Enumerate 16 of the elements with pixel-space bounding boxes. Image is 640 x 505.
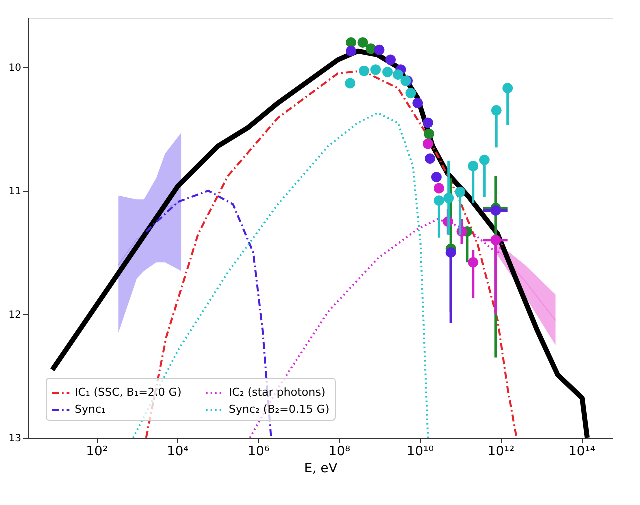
x-tick-label: 10¹⁴ [568,444,596,460]
y-tick-label: 12 [8,310,22,321]
y-tick-label: 10 [8,62,22,74]
x-tick-label: 10² [86,444,108,460]
x-tick-label: 10¹² [488,444,515,460]
y-tick-label: 11 [8,186,22,198]
legend-label: Sync₁ [75,403,106,416]
x-tick-label: 10¹⁰ [406,444,434,460]
x-tick-label: 10⁸ [328,444,350,460]
legend-label: IC₂ (star photons) [229,386,326,399]
y-tick-label: 13 [8,434,22,444]
x-axis-title: E, eV [304,462,338,476]
legend-label: Sync₂ (B₂=0.15 G) [229,403,330,416]
x-tick-label: 10⁴ [167,444,189,460]
legend-label: IC₁ (SSC, B₁=2.0 G) [75,386,182,399]
x-tick-label: 10⁶ [248,444,270,460]
